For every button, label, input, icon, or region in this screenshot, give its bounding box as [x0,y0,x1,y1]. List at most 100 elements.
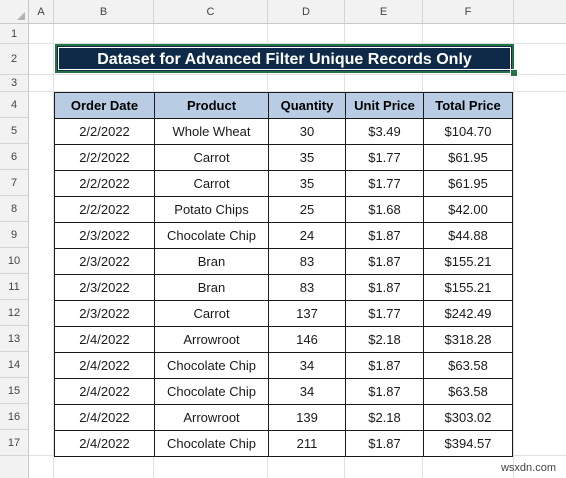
column-header-b[interactable]: B [54,0,154,24]
row-header-8[interactable]: 8 [0,196,29,222]
row-header-10[interactable]: 10 [0,248,29,274]
header-quantity[interactable]: Quantity [268,92,346,119]
cell-product[interactable]: Carrot [154,300,269,327]
cell-order-date[interactable]: 2/3/2022 [54,248,155,275]
cell-quantity[interactable]: 146 [268,326,346,353]
cell-total-price[interactable]: $303.02 [423,404,513,431]
column-header-g[interactable] [514,0,566,24]
cell-quantity[interactable]: 211 [268,430,346,457]
cell-quantity[interactable]: 35 [268,144,346,171]
cell-unit-price[interactable]: $1.68 [345,196,424,223]
row-header-15[interactable]: 15 [0,378,29,404]
cell-quantity[interactable]: 25 [268,196,346,223]
cell-product[interactable]: Chocolate Chip [154,352,269,379]
header-product[interactable]: Product [154,92,269,119]
cell-quantity[interactable]: 30 [268,118,346,145]
title-cell[interactable]: Dataset for Advanced Filter Unique Recor… [55,44,514,73]
header-order-date[interactable]: Order Date [54,92,155,119]
cell-quantity[interactable]: 83 [268,274,346,301]
row-header-2[interactable]: 2 [0,44,29,75]
cell-product[interactable]: Chocolate Chip [154,378,269,405]
row-header-7[interactable]: 7 [0,170,29,196]
row-header-13[interactable]: 13 [0,326,29,352]
cell-product[interactable]: Carrot [154,144,269,171]
column-header-e[interactable]: E [345,0,423,24]
cell-quantity[interactable]: 34 [268,378,346,405]
cell-total-price[interactable]: $42.00 [423,196,513,223]
cell-unit-price[interactable]: $2.18 [345,404,424,431]
cell-total-price[interactable]: $63.58 [423,352,513,379]
cell-product[interactable]: Bran [154,274,269,301]
cell-total-price[interactable]: $61.95 [423,170,513,197]
cell-unit-price[interactable]: $1.87 [345,248,424,275]
cell-total-price[interactable]: $61.95 [423,144,513,171]
cell-unit-price[interactable]: $3.49 [345,118,424,145]
row-header-6[interactable]: 6 [0,144,29,170]
cell-total-price[interactable]: $104.70 [423,118,513,145]
cell-quantity[interactable]: 83 [268,248,346,275]
cell-unit-price[interactable]: $1.77 [345,170,424,197]
row-header-16[interactable]: 16 [0,404,29,430]
cell-order-date[interactable]: 2/4/2022 [54,326,155,353]
cell-product[interactable]: Carrot [154,170,269,197]
cell-quantity[interactable]: 137 [268,300,346,327]
cell-total-price[interactable]: $318.28 [423,326,513,353]
cell-product[interactable]: Potato Chips [154,196,269,223]
select-all-corner[interactable] [0,0,29,24]
cell-order-date[interactable]: 2/2/2022 [54,144,155,171]
column-header-a[interactable]: A [29,0,54,24]
cell-unit-price[interactable]: $1.87 [345,274,424,301]
cell-quantity[interactable]: 34 [268,352,346,379]
cell-total-price[interactable]: $394.57 [423,430,513,457]
row-header-12[interactable]: 12 [0,300,29,326]
cell-order-date[interactable]: 2/4/2022 [54,404,155,431]
cell-product[interactable]: Whole Wheat [154,118,269,145]
cell-order-date[interactable]: 2/2/2022 [54,170,155,197]
cell-order-date[interactable]: 2/2/2022 [54,196,155,223]
cell-total-price[interactable]: $155.21 [423,248,513,275]
cell-unit-price[interactable]: $2.18 [345,326,424,353]
cell-product[interactable]: Bran [154,248,269,275]
cell-unit-price[interactable]: $1.87 [345,352,424,379]
cell-total-price[interactable]: $155.21 [423,274,513,301]
cell-order-date[interactable]: 2/2/2022 [54,118,155,145]
cell-total-price[interactable]: $44.88 [423,222,513,249]
cell-unit-price[interactable]: $1.87 [345,378,424,405]
cell-quantity[interactable]: 139 [268,404,346,431]
cell-order-date[interactable]: 2/3/2022 [54,274,155,301]
cell-total-price[interactable]: $63.58 [423,378,513,405]
cell-order-date[interactable]: 2/4/2022 [54,352,155,379]
fill-handle[interactable] [510,69,518,77]
cell-product[interactable]: Arrowroot [154,326,269,353]
column-header-f[interactable]: F [423,0,514,24]
cell-unit-price[interactable]: $1.87 [345,430,424,457]
cell-order-date[interactable]: 2/3/2022 [54,222,155,249]
row-header-11[interactable]: 11 [0,274,29,300]
cell-unit-price[interactable]: $1.87 [345,222,424,249]
cell-order-date[interactable]: 2/3/2022 [54,300,155,327]
row-header-9[interactable]: 9 [0,222,29,248]
header-unit-price[interactable]: Unit Price [345,92,424,119]
cell-quantity[interactable]: 24 [268,222,346,249]
column-header-d[interactable]: D [268,0,345,24]
cell-unit-price[interactable]: $1.77 [345,144,424,171]
row-header-1[interactable]: 1 [0,24,29,44]
table-row: 2/4/2022 Arrowroot 146 $2.18 $318.28 [54,326,513,353]
row-header-3[interactable]: 3 [0,75,29,92]
cell-total-price[interactable]: $242.49 [423,300,513,327]
cell-product[interactable]: Chocolate Chip [154,430,269,457]
cell-unit-price[interactable]: $1.77 [345,300,424,327]
row-header-4[interactable]: 4 [0,92,29,118]
row-header-5[interactable]: 5 [0,118,29,144]
row-header-18[interactable] [0,456,29,478]
row-header-14[interactable]: 14 [0,352,29,378]
cell-quantity[interactable]: 35 [268,170,346,197]
cell-product[interactable]: Arrowroot [154,404,269,431]
column-header-c[interactable]: C [154,0,268,24]
header-total-price[interactable]: Total Price [423,92,513,119]
row-header-17[interactable]: 17 [0,430,29,456]
cell-order-date[interactable]: 2/4/2022 [54,378,155,405]
cell-order-date[interactable]: 2/4/2022 [54,430,155,457]
cell-product[interactable]: Chocolate Chip [154,222,269,249]
